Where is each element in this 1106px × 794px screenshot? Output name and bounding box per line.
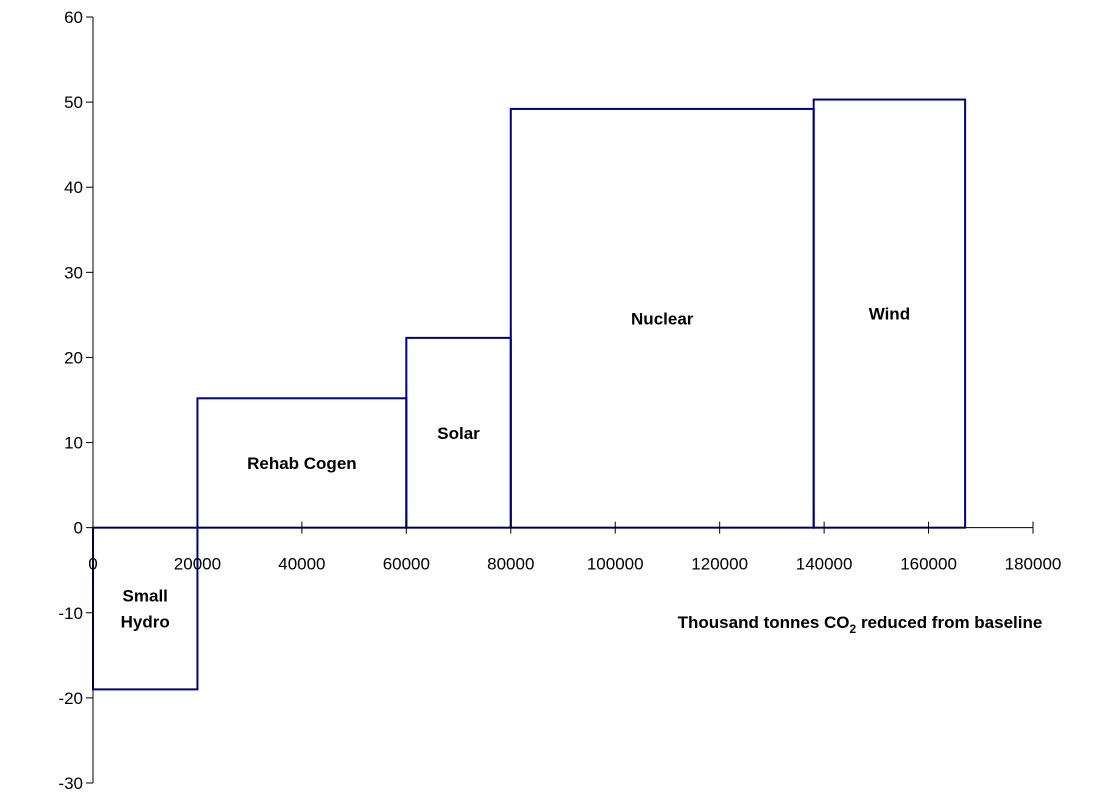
bar-label: Rehab Cogen [247, 454, 357, 473]
y-tick-label: 10 [64, 434, 83, 453]
x-tick-label: 60000 [383, 555, 430, 574]
x-tick-label: 180000 [1005, 555, 1062, 574]
y-tick-label: 40 [64, 178, 83, 197]
bars-group [92, 98, 967, 691]
y-axis-title: Cost per tonne CO2 reduced from baseline… [9, 219, 32, 581]
x-tick-label: 40000 [278, 555, 325, 574]
y-tick-label: -30 [58, 774, 83, 793]
bar-label: Wind [869, 305, 910, 324]
bar-label: Nuclear [631, 309, 694, 328]
x-tick-label: 80000 [487, 555, 534, 574]
y-tick-label: 60 [64, 8, 83, 27]
x-tick-label: 140000 [796, 555, 853, 574]
y-tick-label: 20 [64, 348, 83, 367]
x-axis-title: Thousand tonnes CO2 reduced from baselin… [678, 613, 1043, 636]
y-tick-label: 0 [74, 519, 83, 538]
y-tick-label: -10 [58, 604, 83, 623]
y-tick-label: 50 [64, 93, 83, 112]
bar-label: Small Hydro [121, 587, 170, 632]
x-tick-label: 120000 [691, 555, 748, 574]
x-tick-label: 160000 [900, 555, 957, 574]
x-tick-label: 20000 [174, 555, 221, 574]
bar-small-hydro [92, 526, 199, 691]
x-tick-label: 100000 [587, 555, 644, 574]
bar-label: Solar [437, 424, 480, 443]
axes-group: -30 -20 -10 0 10 20 30 40 50 60 0 20000 40000 60000 80… [58, 8, 1061, 793]
y-tick-label: -20 [58, 689, 83, 708]
bar-labels-group: Small Hydro Rehab Cogen Solar Nuclear Wind [121, 305, 910, 632]
y-tick-label: 30 [64, 263, 83, 282]
x-tick-label: 0 [88, 555, 97, 574]
